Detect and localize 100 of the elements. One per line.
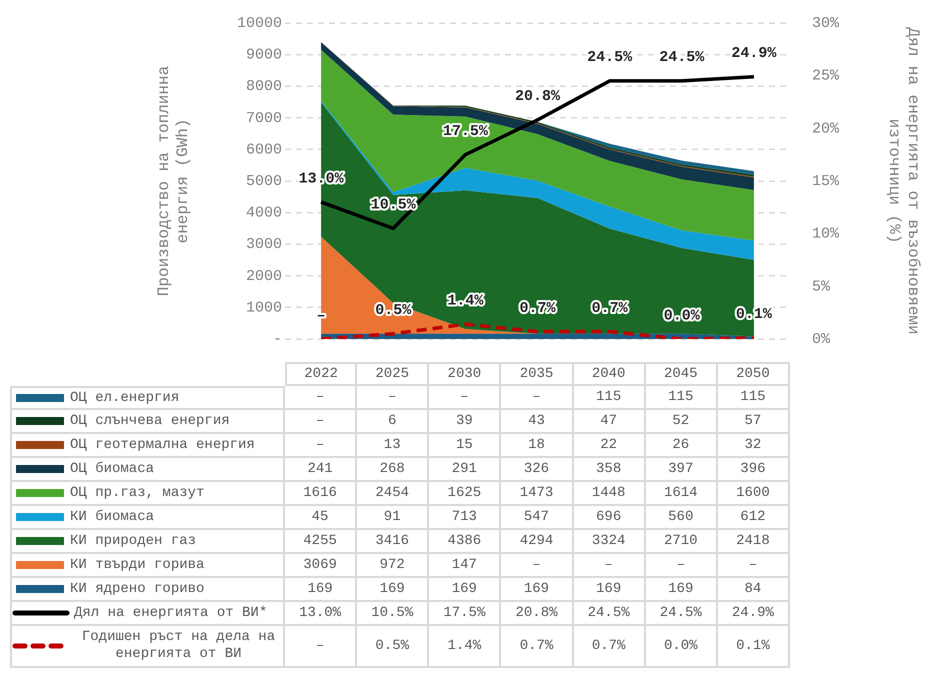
y-tick-label: 9000 — [246, 46, 282, 64]
data-label: 43 — [501, 410, 574, 434]
line-series — [319, 322, 756, 339]
data-label: 3324 — [574, 530, 646, 554]
data-label: 0.7% — [501, 626, 574, 668]
data-label: 10.5% — [357, 602, 430, 626]
data-label: 1614 — [646, 482, 718, 506]
y2-tick-label: 20% — [812, 120, 840, 138]
legend-label: ОЦ пр.газ, мазут — [70, 484, 206, 502]
text: 24.9% — [731, 45, 776, 62]
legend-label: Дял на енергията от ВИ* — [74, 604, 268, 622]
data-label: 358 — [574, 458, 646, 482]
data-label: – — [646, 554, 718, 578]
legend-label: Годишен ръст на дела на енергията от ВИ — [80, 629, 276, 663]
y2-tick-label: 10% — [812, 226, 840, 243]
y-tick-label: 2000 — [246, 268, 282, 285]
data-label: 3069 — [285, 554, 358, 578]
text: 24.5% — [659, 49, 704, 66]
text: 20.8% — [514, 88, 560, 106]
data-label: 47 — [574, 410, 646, 434]
x-tick-label: 2022 — [285, 362, 358, 386]
data-label: 396 — [718, 458, 790, 482]
data-label: 713 — [429, 506, 502, 530]
data-label: 18 — [501, 434, 574, 458]
data-label: 241 — [285, 458, 358, 482]
legend-label: ОЦ биомаса — [70, 460, 156, 478]
x-tick-label: 2025 — [357, 362, 430, 386]
y2-tick-label: 5% — [812, 278, 831, 296]
data-label: 0.1% — [718, 626, 790, 668]
data-label: 20.8% — [501, 602, 574, 626]
data-label: 15 — [429, 434, 502, 458]
data-label: 115 — [646, 386, 718, 410]
data-label: – — [574, 554, 646, 578]
data-label: – — [285, 410, 358, 434]
data-label: 0.5% — [357, 626, 430, 668]
text: 0.7% — [519, 300, 556, 317]
data-label: 169 — [501, 578, 574, 602]
y-tick-label: 7000 — [246, 110, 282, 127]
data-label: 0.0% — [646, 626, 718, 668]
data-label: 39 — [429, 410, 502, 434]
data-label: 24.5% — [646, 602, 718, 626]
data-label: 291 — [429, 458, 502, 482]
legend-label: КИ биомаса — [70, 508, 156, 526]
data-label: – — [357, 386, 430, 410]
y2-tick-label: 30% — [812, 14, 840, 32]
data-label: 4294 — [501, 530, 574, 554]
x-tick-label: 2030 — [429, 362, 502, 386]
data-label: 91 — [357, 506, 430, 530]
data-label: 397 — [646, 458, 718, 482]
data-label: 169 — [646, 578, 718, 602]
data-label: 4255 — [285, 530, 358, 554]
data-label: – — [501, 554, 574, 578]
data-label: 115 — [718, 386, 790, 410]
data-label: 4386 — [429, 530, 502, 554]
legend-label: ОЦ ел.енергия — [70, 390, 180, 406]
text: 10.5% — [370, 196, 416, 214]
data-label: 326 — [501, 458, 574, 482]
y-tick-label: 5000 — [246, 172, 282, 190]
legend-label: КИ природен газ — [70, 532, 198, 550]
data-label: – — [285, 626, 358, 668]
data-label: – — [718, 554, 790, 578]
data-label: 1616 — [285, 482, 358, 506]
data-label: 3416 — [357, 530, 430, 554]
text: 0.5% — [375, 302, 412, 320]
data-label: 1448 — [574, 482, 646, 506]
y-tick-label: 1000 — [246, 299, 282, 316]
data-label: 169 — [285, 578, 358, 602]
data-label: 169 — [574, 578, 646, 602]
x-tick-label: 2040 — [574, 362, 646, 386]
text: 0.0% — [664, 307, 700, 324]
data-label: 696 — [574, 506, 646, 530]
data-label: 32 — [718, 434, 790, 458]
data-label: 24.5% — [574, 602, 646, 626]
y-tick-label: - — [272, 330, 282, 348]
x-tick-label: 2045 — [646, 362, 718, 386]
data-label: 6 — [357, 410, 430, 434]
data-label: 0.7% — [574, 626, 646, 668]
data-label: 115 — [574, 386, 646, 410]
data-label: 169 — [357, 578, 430, 602]
x-tick-label: 2035 — [501, 362, 574, 386]
text: 1.4% — [447, 292, 484, 310]
y-tick-label: 6000 — [246, 141, 282, 158]
text: 24.5% — [587, 49, 632, 66]
legend-label: ОЦ слънчева енергия — [70, 412, 231, 430]
data-label: 52 — [646, 410, 718, 434]
text: 0.7% — [592, 300, 628, 317]
data-label: 17.5% — [429, 602, 502, 626]
data-label: 1600 — [718, 482, 790, 506]
data-label: 612 — [718, 506, 790, 530]
data-label: 13.0% — [285, 602, 358, 626]
y-tick-label: 10000 — [236, 14, 282, 32]
data-label: 560 — [646, 506, 718, 530]
y-tick-label: 4000 — [246, 204, 282, 222]
data-label: 24.9% — [718, 602, 790, 626]
y2-tick-label: 25% — [812, 68, 840, 85]
data-label: 57 — [718, 410, 790, 434]
data-label: 2418 — [718, 530, 790, 554]
data-label: – — [285, 386, 358, 410]
data-label: 26 — [646, 434, 718, 458]
data-label: 84 — [718, 578, 790, 602]
